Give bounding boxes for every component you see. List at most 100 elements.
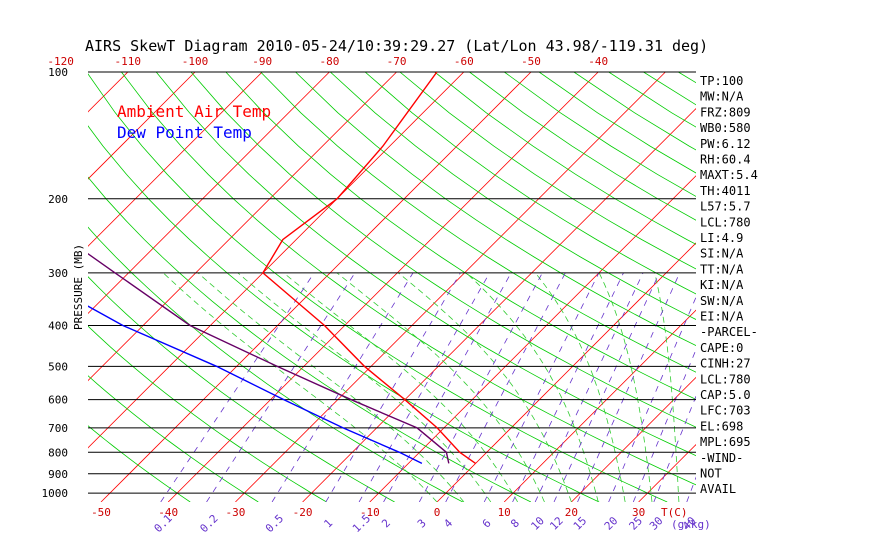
isotherm-line (235, 72, 666, 502)
bottom-temperature-tick-labels: -50 -40 -30 -20 -10 0 10 20 30 (91, 506, 645, 519)
index-item: LCL:780 (700, 372, 751, 386)
mixing-ratio-label-3: 3 (415, 517, 429, 531)
dry-adiabat-line (225, 72, 696, 400)
dry-adiabat-line (504, 72, 696, 197)
mixing-ratio-label-2: 2 (379, 517, 393, 531)
top-temp-tick--40: -40 (588, 55, 608, 68)
index-item: LFC:703 (700, 404, 751, 418)
dry-adiabat-line (469, 72, 696, 221)
pressure-tick-labels: 100 200 300 400 500 600 700 800 900 1000 (42, 66, 69, 500)
index-item: -PARCEL- (700, 325, 758, 339)
top-temp-tick--80: -80 (319, 55, 339, 68)
moist-adiabat-line (163, 272, 438, 502)
mixing-ratio-line (483, 272, 600, 502)
isotherm-line (88, 72, 196, 180)
index-item: NOT (700, 467, 722, 481)
legend-entry-ambient-air-temp: Ambient Air Temp (117, 102, 271, 121)
mixing-ratio-line (325, 272, 461, 502)
dry-adiabat-line (88, 125, 600, 502)
legend-entry-dew-point-temp: Dew Point Temp (117, 123, 252, 142)
dry-adiabat-line (88, 73, 668, 502)
bottom-temp-tick-20: 20 (565, 506, 578, 519)
index-item: KI:N/A (700, 278, 744, 292)
dry-adiabat-line (818, 72, 870, 502)
top-temp-tick--120: -120 (47, 55, 74, 68)
mixing-ratio-label-8: 8 (508, 517, 522, 531)
bottom-temp-tick--50: -50 (91, 506, 111, 519)
dry-adiabat-line (88, 425, 191, 502)
bottom-temp-tick-30: 30 (632, 506, 645, 519)
dry-adiabat-line (364, 72, 696, 295)
moist-adiabat-line (283, 272, 518, 502)
isotherm-line (88, 72, 330, 314)
index-item: CAPE:0 (700, 341, 743, 355)
top-temp-tick--60: -60 (454, 55, 474, 68)
pressure-tick-1000: 1000 (42, 487, 69, 500)
bottom-temp-tick--20: -20 (293, 506, 313, 519)
dry-adiabat-line (88, 375, 259, 502)
pressure-tick-600: 600 (48, 394, 68, 407)
mixing-ratio-line (445, 272, 566, 502)
mixing-ratio-label-0-5: 0.5 (263, 512, 286, 535)
mixing-ratio-unit-label: (g/kg) (671, 518, 711, 531)
index-item: SI:N/A (700, 247, 744, 261)
index-item: PW:6.12 (700, 137, 751, 151)
isotherm-line (88, 72, 465, 449)
dry-adiabat-line (783, 72, 870, 502)
mixing-ratio-label-6: 6 (480, 517, 494, 531)
index-item: SW:N/A (700, 294, 744, 308)
moist-adiabat-line (654, 272, 680, 502)
isobar-lines (88, 71, 696, 494)
bottom-temp-tick-0: 0 (434, 506, 441, 519)
mixing-ratio-label-20: 20 (602, 514, 621, 533)
mixing-ratio-line (608, 296, 696, 502)
dry-adiabat-lines (88, 72, 870, 502)
series-parcel (88, 252, 450, 464)
index-item: FRZ:809 (700, 105, 751, 119)
isotherm-line (100, 72, 532, 502)
isotherm-line (0, 72, 61, 502)
isotherm-line (436, 242, 696, 502)
dry-adiabat-line (748, 72, 870, 502)
mixing-ratio-line (160, 272, 315, 502)
moist-adiabat-line (237, 272, 492, 502)
dry-adiabat-line (295, 72, 696, 347)
pressure-tick-500: 500 (48, 360, 68, 373)
isotherm-line (88, 72, 397, 382)
mixing-ratio-label-1: 1 (321, 517, 335, 531)
index-item: CINH:27 (700, 357, 751, 371)
index-item: WB0:580 (700, 121, 751, 135)
mixing-ratio-label-10: 10 (528, 514, 547, 533)
index-item: MW:N/A (700, 90, 744, 104)
mixing-ratio-label-4: 4 (441, 516, 455, 530)
mixing-ratio-line (271, 272, 414, 502)
pressure-tick-300: 300 (48, 267, 68, 280)
top-temp-tick--100: -100 (182, 55, 209, 68)
index-item: EL:698 (700, 419, 743, 433)
top-temp-tick--50: -50 (521, 55, 541, 68)
pressure-tick-400: 400 (48, 320, 68, 333)
bottom-temp-tick--30: -30 (225, 506, 245, 519)
pressure-tick-200: 200 (48, 193, 68, 206)
moist-adiabat-line (466, 272, 599, 502)
series-dew-point-temp (88, 305, 423, 465)
top-temp-tick--70: -70 (387, 55, 407, 68)
pressure-tick-100: 100 (48, 66, 68, 79)
mixing-ratio-line (206, 272, 356, 502)
pressure-tick-800: 800 (48, 446, 68, 459)
mixing-ratio-line (383, 272, 512, 502)
dry-adiabat-line (399, 72, 696, 270)
mixing-ratio-line (358, 272, 490, 502)
isotherm-line (167, 72, 599, 502)
moist-adiabat-line (398, 272, 572, 502)
bottom-temp-tick--10: -10 (360, 506, 380, 519)
pressure-tick-900: 900 (48, 468, 68, 481)
index-item: L57:5.7 (700, 200, 751, 214)
index-item: LCL:780 (700, 215, 751, 229)
dry-adiabat-line (330, 72, 696, 320)
profile-series (88, 72, 477, 465)
background-grid (0, 72, 870, 502)
series-ambient-air-temp (261, 72, 477, 464)
